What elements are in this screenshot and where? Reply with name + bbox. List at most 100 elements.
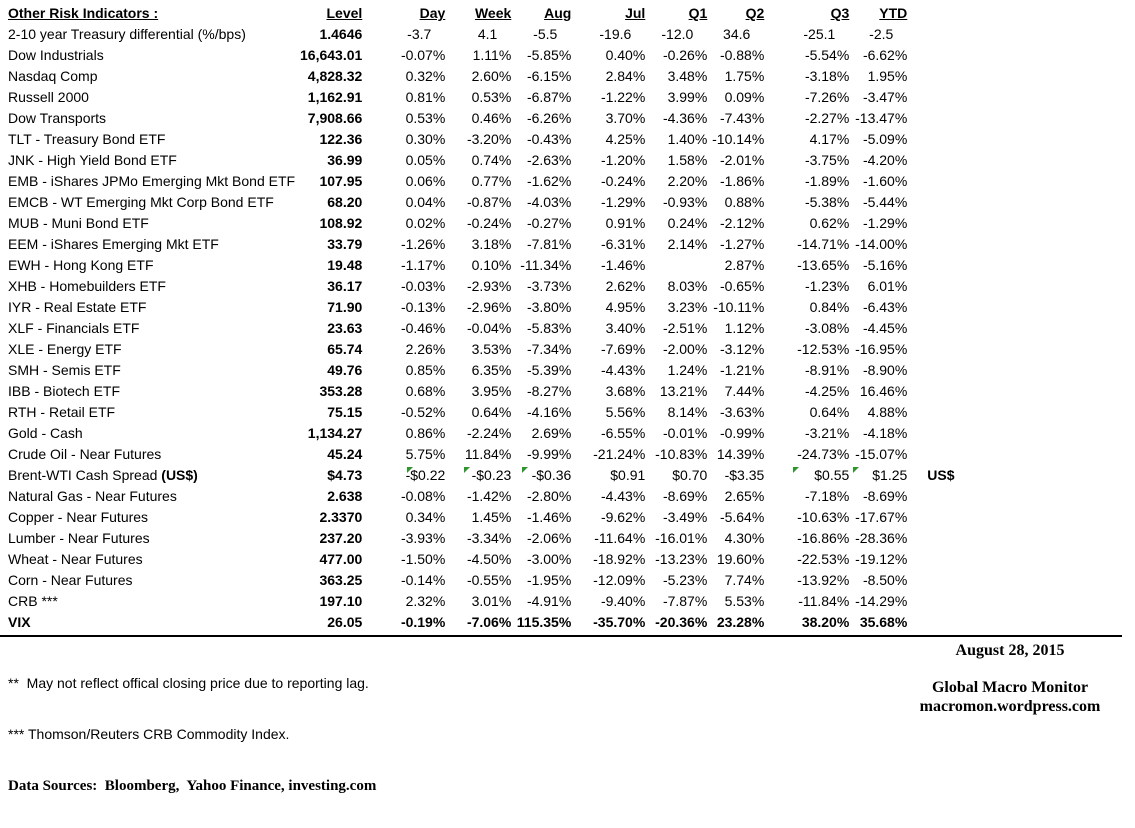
row-label: EMB - iShares JPMo Emerging Mkt Bond ETF [8,173,296,189]
comment-indicator-icon [853,467,860,473]
spacer-cell [910,213,959,234]
table-row: Russell 2000 1,162.91 0.81% 0.53% -6.87% -1.2… [0,87,959,108]
cell-q1: -12.0 [661,26,694,42]
spacer-cell [910,318,959,339]
cell-ytd: -2.5 [869,26,894,42]
cell-level: 68.20 [327,194,363,210]
cell-aug: -6.26% [526,110,572,126]
cell-jul: 4.95% [605,299,646,315]
column-header-jul: Jul [625,5,646,21]
cell-q1: -2.00% [662,341,708,357]
cell-day: 0.05% [405,152,446,168]
column-header-q2: Q2 [745,5,765,21]
cell-jul: -1.46% [600,257,646,273]
cell-week: 3.53% [471,341,512,357]
cell-q1: 2.14% [667,236,708,252]
spacer-cell [910,360,959,381]
cell-q1: 1.24% [667,362,708,378]
cell-ytd: -14.29% [855,593,908,609]
cell-q1: 1.40% [667,131,708,147]
cell-jul: $0.91 [610,467,646,483]
row-label: XLF - Financials ETF [8,320,140,336]
table-row: RTH - Retail ETF 75.15 -0.52% 0.64% -4.16% 5.… [0,402,959,423]
cell-q2: 7.74% [724,572,765,588]
comment-indicator-icon [464,467,471,473]
cell-aug: -7.81% [526,236,572,252]
row-label: Wheat - Near Futures [8,551,143,567]
spacer-header [910,3,959,24]
cell-level: 75.15 [327,404,363,420]
cell-ytd: -13.47% [855,110,908,126]
table-row: EMCB - WT Emerging Mkt Corp Bond ETF 68.2… [0,192,959,213]
cell-day: 0.85% [405,362,446,378]
cell-q2: -10.14% [712,131,765,147]
cell-level: 197.10 [319,593,363,609]
cell-q3: -7.26% [804,89,850,105]
spacer-cell [910,423,959,444]
column-header-day: Day [419,5,446,21]
cell-aug: -3.80% [526,299,572,315]
report-date: August 28, 2015 [955,642,1065,659]
cell-jul: -12.09% [593,572,646,588]
cell-week: -0.04% [466,320,512,336]
cell-week: 1.45% [471,509,512,525]
cell-q1: 3.48% [667,68,708,84]
table-row: 2-10 year Treasury differential (%/bps) 1… [0,24,959,45]
cell-day: 0.06% [405,173,446,189]
cell-week: -3.20% [466,131,512,147]
cell-level: 7,908.66 [307,110,363,126]
cell-q2: 19.60% [716,551,765,567]
cell-q3: -11.84% [798,593,850,609]
cell-aug: -7.34% [526,341,572,357]
cell-q3: 38.20% [801,614,850,630]
row-label: 2-10 year Treasury differential (%/bps) [8,26,246,42]
cell-jul: -1.29% [600,194,646,210]
cell-q1: -0.01% [662,425,708,441]
cell-ytd: -17.67% [855,509,908,525]
cell-aug: -2.80% [526,488,572,504]
spacer-cell [910,192,959,213]
cell-q3: $0.55 [767,465,852,486]
header-row: Other Risk Indicators : Level Day Week Aug J… [0,3,959,24]
row-label: EMCB - WT Emerging Mkt Corp Bond ETF [8,194,274,210]
spacer-cell [910,528,959,549]
cell-q1: 8.03% [667,278,708,294]
cell-aug: -5.85% [526,47,572,63]
cell-q3: -10.63% [797,509,850,525]
cell-day: -0.14% [400,572,446,588]
cell-q3: -5.38% [804,194,850,210]
cell-week: 11.84% [464,446,512,462]
cell-q3: -14.71% [797,236,850,252]
cell-jul: -1.20% [600,152,646,168]
cell-ytd: 16.46% [859,383,908,399]
cell-q1: $0.70 [672,467,708,483]
cell-q3: -3.21% [804,425,850,441]
comment-indicator-icon [793,467,800,473]
cell-q2: -1.27% [719,236,765,252]
cell-q1: -10.83% [655,446,708,462]
column-header-q3: Q3 [830,5,850,21]
cell-q3: -1.89% [804,173,850,189]
row-label: CRB *** [8,593,58,609]
cell-aug: -6.87% [526,89,572,105]
cell-q2: -10.11% [713,299,765,315]
cell-aug: -3.00% [526,551,572,567]
cell-level: 16,643.01 [300,47,363,63]
table-row: EMB - iShares JPMo Emerging Mkt Bond ETF… [0,171,959,192]
cell-ytd: -6.43% [862,299,908,315]
cell-day: 0.34% [405,509,446,525]
cell-jul: 2.62% [605,278,646,294]
cell-q3: -25.1 [803,26,836,42]
cell-q2: 14.39% [716,446,765,462]
cell-week: 6.35% [471,362,512,378]
cell-aug: -6.15% [526,68,572,84]
currency-note: US$ [927,467,955,483]
cell-q2: -5.64% [719,509,765,525]
table-row: IYR - Real Estate ETF 71.90 -0.13% -2.96% -3… [0,297,959,318]
cell-jul: -6.55% [600,425,646,441]
cell-q3: -22.53% [797,551,850,567]
row-label: XLE - Energy ETF [8,341,122,357]
cell-jul: 5.56% [605,404,646,420]
cell-q1: 13.21% [659,383,708,399]
cell-aug: 2.69% [531,425,572,441]
